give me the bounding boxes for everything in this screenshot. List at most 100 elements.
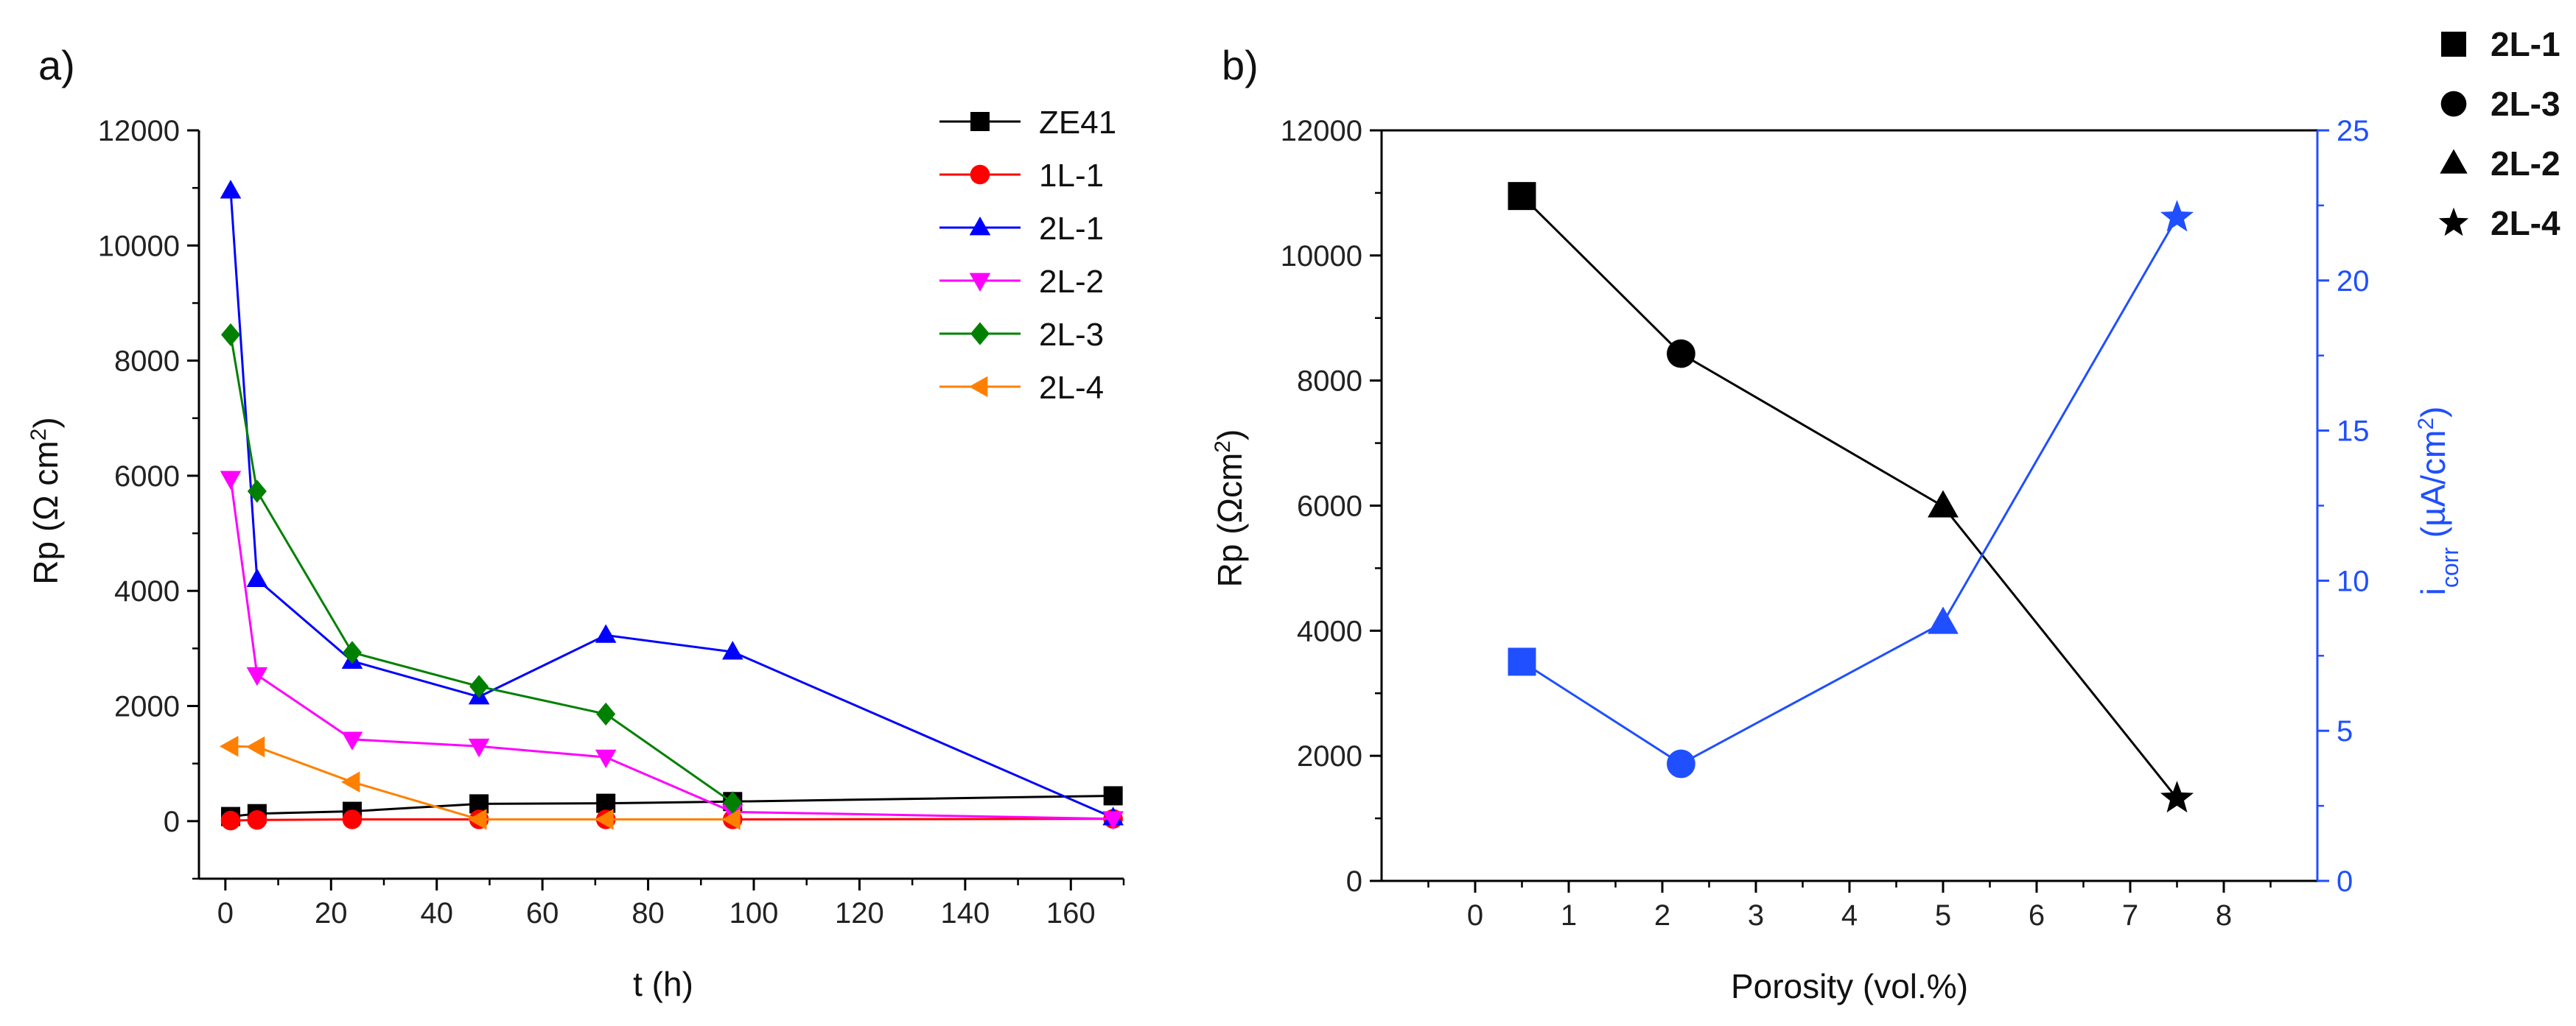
y-axis-label-sup: 2 [27,429,51,441]
legend-label-2L-3: 2L-3 [2491,85,2561,123]
y2-axis-label-close: ) [2414,407,2452,418]
series-line-ZE41 [230,794,1113,818]
legend-label-2L-2: 2L-2 [2491,144,2561,183]
x-tick-label: 60 [526,897,559,930]
y-tick-label: 6000 [1297,491,1362,523]
legend-label-2L-4: 2L-4 [2491,204,2561,242]
data-point-2L-2 [1102,811,1124,830]
data-point-2L-3 [247,479,267,503]
legend-marker-2L-4 [2438,207,2469,236]
data-point-icorr [1928,606,1959,634]
y2-axis-label: icorr (µA/cm2) [2414,407,2464,596]
y2-axis-label-sup: 2 [2414,418,2438,430]
x-axis-label: Porosity (vol.%) [1731,967,1968,1005]
y2-tick-label: 5 [2337,715,2353,748]
y-tick-label: 8000 [114,345,180,378]
y-tick-label: 12000 [98,115,180,147]
x-tick-label: 1 [1561,899,1577,932]
x-tick-label: 8 [2216,899,2232,932]
data-point-2L-3 [221,323,241,347]
x-tick-label: 80 [631,897,665,930]
y-tick-label: 6000 [114,460,180,493]
legend-marker-2L-2 [2440,149,2468,174]
legend-label-2L-3: 2L-3 [1039,317,1104,353]
x-tick-label: 0 [1467,899,1483,932]
panel-label-a: a) [38,42,75,88]
x-tick-label: 2 [1654,899,1670,932]
x-axis-label: t (h) [633,965,693,1003]
data-point-2L-1 [246,568,268,587]
y-tick-label: 10000 [1281,240,1362,273]
y-tick-label: 10000 [98,230,180,262]
x-tick-label: 20 [315,897,348,930]
y-tick-label: 4000 [114,575,180,608]
legend-marker-ZE41 [970,112,990,131]
data-point-2L-3 [596,702,616,726]
y2-tick-label: 25 [2337,115,2370,147]
y-axis-label: Rp (Ωcm2) [1211,429,1250,588]
data-point-2L-2 [468,738,490,758]
x-tick-label: 160 [1046,897,1096,930]
y-tick-label: 0 [1346,865,1362,898]
data-point-2L-2 [220,471,242,490]
data-point-2L-3 [342,641,362,664]
y-axis-label-close: ) [27,417,65,428]
y2-axis-label-sub: corr [2437,547,2463,588]
data-point-1L-1 [220,810,241,831]
y-tick-label: 2000 [1297,740,1362,773]
data-point-2L-2 [595,749,617,769]
data-point-icorr [1667,749,1695,779]
x-tick-label: 7 [2122,899,2138,932]
data-point-2L-4 [220,735,239,757]
x-tick-label: 140 [940,897,990,930]
x-tick-label: 120 [835,897,884,930]
series-line-Rp [1521,195,2178,799]
data-point-icorr [2160,200,2194,232]
data-point-1L-1 [247,810,267,830]
y-axis-label: Rp (Ω cm2) [27,417,66,584]
x-tick-label: 6 [2029,899,2045,932]
y2-tick-label: 20 [2337,265,2370,298]
data-point-2L-2 [341,731,363,751]
data-point-Rp [1508,182,1536,211]
y-tick-label: 8000 [1297,365,1362,398]
legend-marker-2L-2 [969,273,991,292]
data-point-Rp [1928,490,1959,518]
legend-label-2L-2: 2L-2 [1039,264,1104,300]
series-line-2L-2 [229,478,1113,821]
legend-marker-2L-3 [970,322,990,345]
chart-panel-a: 0 2000 4000 6000 8000 10000 12000 0 20 40 60 80 100 1… [27,42,1125,1003]
data-point-1L-1 [342,809,363,829]
data-point-icorr [1508,647,1536,676]
data-point-2L-4 [341,771,360,793]
data-point-2L-4 [595,809,614,830]
legend-marker-2L-1 [2441,32,2466,57]
legend-marker-2L-4 [969,376,988,398]
y2-axis-label-rest: (µA/cm [2414,430,2452,547]
legend-label-ZE41: ZE41 [1039,105,1116,141]
data-point-2L-1 [220,180,242,199]
series-line-2L-3 [229,334,734,804]
y2-tick-label: 10 [2337,565,2370,597]
x-tick-label: 4 [1841,899,1858,932]
data-point-Rp [2160,781,2194,813]
x-tick-label: 40 [420,897,453,930]
x-tick-label: 100 [729,897,779,930]
x-tick-label: 5 [1935,899,1951,932]
data-point-2L-3 [469,675,489,698]
series-line-icorr [1521,217,2178,765]
data-point-2L-1 [722,641,743,660]
data-point-2L-4 [721,809,741,830]
data-point-2L-1 [595,624,617,643]
data-point-2L-4 [468,809,487,830]
y2-tick-label: 15 [2337,415,2370,448]
data-point-ZE41 [1103,786,1123,806]
legend-marker-1L-1 [970,164,990,185]
y-axis-label-sup: 2 [1211,440,1235,453]
legend-label-2L-1: 2L-1 [1039,211,1104,247]
y2-tick-label: 0 [2337,865,2353,898]
y-tick-label: 0 [164,806,180,838]
